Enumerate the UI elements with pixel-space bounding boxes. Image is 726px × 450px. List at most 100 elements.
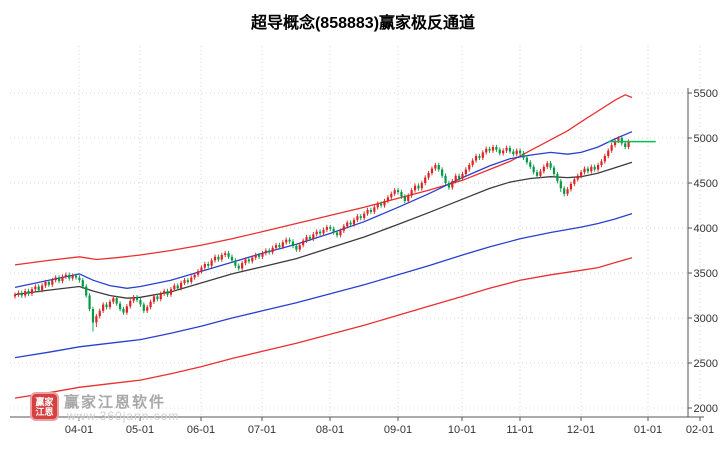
candle — [590, 166, 593, 172]
candle — [413, 185, 417, 191]
candle — [295, 246, 298, 250]
candle — [444, 175, 447, 183]
candle — [278, 245, 281, 247]
candle — [186, 280, 189, 282]
candle — [88, 295, 91, 309]
candle — [152, 296, 156, 302]
candle — [210, 260, 213, 266]
candle — [495, 147, 498, 150]
candle — [142, 304, 145, 311]
candle — [149, 301, 152, 308]
candle — [485, 148, 488, 153]
candle — [95, 316, 98, 323]
candle — [532, 166, 535, 173]
candle — [502, 150, 505, 154]
candle — [13, 294, 17, 297]
candle — [386, 197, 389, 201]
candle — [129, 300, 132, 307]
candle — [525, 157, 528, 163]
candle — [64, 274, 67, 277]
candle — [71, 275, 74, 279]
logo-text-line2: 江恩 — [35, 406, 54, 417]
candle — [118, 303, 122, 309]
candle — [566, 189, 569, 194]
y-tick-label: 3000 — [694, 313, 718, 325]
candle — [478, 156, 481, 158]
candle — [146, 307, 149, 311]
candle — [339, 230, 342, 236]
candle — [329, 227, 332, 229]
candle — [576, 175, 579, 180]
candle — [44, 282, 47, 286]
candle — [573, 179, 576, 184]
candle — [549, 163, 552, 168]
candle — [546, 163, 549, 167]
candle — [447, 183, 451, 188]
candle — [407, 195, 410, 201]
candle — [193, 274, 196, 278]
candle — [274, 245, 278, 248]
candle — [403, 196, 406, 201]
x-tick-label: 10-01 — [448, 424, 476, 436]
y-tick-label: 4500 — [694, 178, 718, 190]
candle — [600, 161, 603, 165]
candle — [271, 247, 274, 253]
candle — [332, 228, 335, 233]
channel-line-mid — [14, 161, 633, 299]
candle — [393, 190, 396, 194]
candle — [163, 291, 166, 294]
candle — [247, 259, 251, 262]
candle — [17, 292, 20, 295]
candle — [251, 257, 254, 262]
candle — [583, 168, 586, 173]
candle — [173, 285, 176, 290]
candle — [335, 232, 339, 236]
candle — [254, 255, 257, 258]
brand-watermark: 赢家江恩软件 — [64, 394, 167, 411]
candle — [305, 237, 308, 241]
candle — [325, 227, 328, 230]
candle — [563, 188, 566, 194]
candle — [47, 282, 50, 285]
candle — [200, 267, 203, 272]
candle — [166, 291, 169, 295]
candle — [268, 250, 271, 253]
y-tick-label: 5000 — [694, 133, 718, 145]
candle — [176, 285, 179, 289]
candle — [213, 256, 217, 261]
candle — [624, 143, 627, 147]
x-tick-label: 02-01 — [686, 424, 714, 436]
candle — [522, 153, 525, 158]
candle — [515, 150, 518, 155]
channel-line-lower-inner — [14, 212, 633, 359]
candle — [369, 210, 373, 212]
candle — [356, 216, 359, 220]
candle — [593, 166, 596, 170]
channel-line-upper-outer — [14, 94, 633, 266]
y-tick-label: 4000 — [694, 223, 718, 235]
candle — [400, 192, 403, 197]
candle — [322, 229, 325, 234]
candle — [396, 190, 400, 192]
candle — [156, 296, 159, 300]
candle — [471, 160, 474, 165]
candle — [596, 165, 600, 170]
candle — [207, 264, 210, 266]
candle — [359, 216, 362, 219]
candle — [586, 168, 590, 172]
x-tick-label: 07-01 — [248, 424, 276, 436]
candle — [363, 213, 366, 219]
candle — [373, 207, 376, 212]
candle — [380, 203, 383, 206]
candle — [139, 300, 142, 305]
candle — [319, 231, 322, 234]
candle — [74, 275, 78, 278]
candle — [291, 241, 295, 246]
candle — [491, 147, 495, 151]
candle — [512, 151, 515, 155]
candle — [488, 148, 491, 151]
candle — [220, 255, 223, 260]
candle — [383, 201, 386, 206]
candle — [159, 293, 162, 300]
candle — [41, 285, 44, 291]
